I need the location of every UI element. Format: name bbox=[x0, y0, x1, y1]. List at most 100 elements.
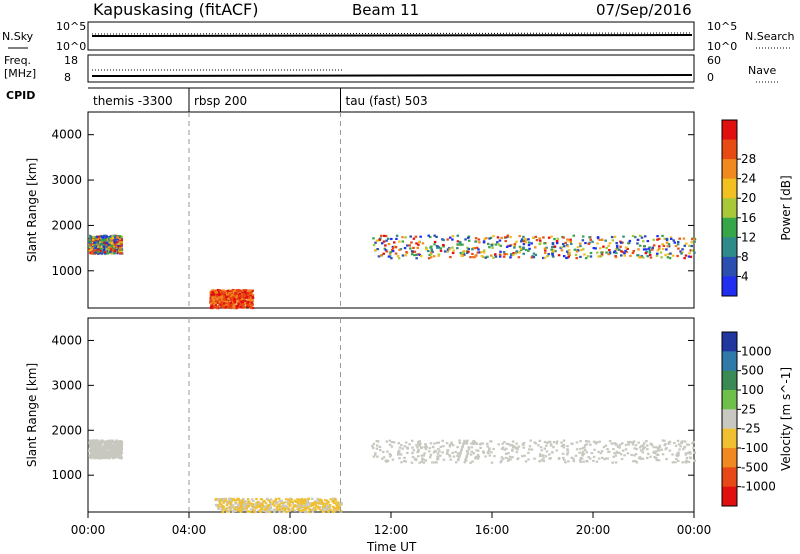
data-cell bbox=[546, 255, 549, 258]
data-cell bbox=[100, 457, 103, 460]
data-cell bbox=[634, 236, 637, 239]
data-cell bbox=[294, 500, 298, 503]
data-cell bbox=[372, 442, 376, 446]
data-cell bbox=[538, 460, 541, 463]
data-cell bbox=[690, 241, 693, 244]
data-cell bbox=[532, 252, 536, 255]
data-cell bbox=[412, 246, 415, 250]
data-cell bbox=[623, 454, 626, 457]
data-cell bbox=[107, 246, 110, 249]
data-cell bbox=[646, 255, 649, 258]
data-cell bbox=[387, 242, 391, 246]
data-cell bbox=[116, 242, 120, 245]
data-cell bbox=[102, 241, 106, 244]
data-cell bbox=[105, 241, 109, 244]
data-cell bbox=[308, 507, 312, 511]
data-cell bbox=[693, 240, 696, 243]
data-cell bbox=[404, 441, 408, 444]
data-cell bbox=[379, 237, 382, 240]
data-cell bbox=[300, 505, 303, 508]
data-cell bbox=[669, 236, 673, 239]
data-cell bbox=[570, 456, 574, 459]
data-cell bbox=[528, 247, 531, 250]
noise-right-label: N.Search bbox=[745, 30, 795, 43]
freq-left-tick-top: 18 bbox=[64, 54, 78, 67]
data-cell bbox=[450, 442, 453, 446]
data-cell bbox=[574, 454, 578, 457]
data-cell bbox=[113, 241, 116, 245]
data-cell bbox=[580, 248, 583, 252]
data-cell bbox=[110, 250, 114, 253]
data-cell bbox=[514, 446, 517, 449]
data-cell bbox=[284, 504, 287, 507]
data-cell bbox=[667, 252, 670, 256]
data-cell bbox=[523, 237, 527, 240]
colorbar-swatch bbox=[722, 198, 737, 219]
data-cell bbox=[419, 254, 423, 258]
cpid-segment-label: tau (fast) 503 bbox=[346, 94, 428, 108]
data-cell bbox=[594, 247, 597, 250]
data-cell bbox=[376, 248, 379, 251]
data-cell bbox=[320, 508, 324, 512]
data-cell bbox=[110, 244, 114, 248]
data-cell bbox=[685, 456, 689, 459]
data-cell bbox=[656, 252, 659, 255]
data-cell bbox=[247, 304, 251, 307]
data-cell bbox=[112, 441, 115, 444]
data-cell bbox=[528, 445, 532, 448]
data-cell bbox=[417, 455, 420, 458]
data-cell bbox=[494, 255, 498, 258]
data-cell bbox=[287, 502, 290, 505]
data-cell bbox=[117, 446, 120, 449]
data-cell bbox=[664, 442, 667, 446]
data-cell bbox=[520, 238, 524, 241]
data-cell bbox=[582, 452, 585, 456]
data-cell bbox=[417, 449, 420, 453]
data-cell bbox=[488, 237, 491, 240]
data-cell bbox=[467, 247, 471, 251]
data-cell bbox=[297, 509, 301, 512]
data-cell bbox=[403, 445, 407, 448]
data-cell bbox=[517, 445, 521, 448]
data-cell bbox=[105, 250, 109, 253]
data-cell bbox=[236, 296, 240, 299]
data-cell bbox=[88, 237, 92, 240]
data-cell bbox=[597, 450, 600, 453]
data-cell bbox=[249, 508, 253, 511]
data-cell bbox=[120, 252, 124, 255]
data-cell bbox=[581, 452, 584, 455]
data-cell bbox=[583, 448, 587, 452]
data-cell bbox=[228, 293, 232, 296]
data-cell bbox=[572, 457, 575, 460]
data-cell bbox=[422, 458, 425, 461]
data-cell bbox=[96, 240, 99, 243]
data-cell bbox=[519, 247, 523, 250]
data-cell bbox=[296, 504, 300, 508]
data-cell bbox=[249, 289, 252, 292]
data-cell bbox=[299, 510, 302, 513]
data-cell bbox=[659, 251, 663, 254]
data-cell bbox=[598, 440, 601, 443]
data-cell bbox=[119, 249, 123, 253]
data-cell bbox=[291, 506, 295, 509]
data-cell bbox=[118, 455, 121, 459]
data-cell bbox=[466, 236, 470, 239]
data-cell bbox=[232, 289, 236, 293]
data-cell bbox=[501, 446, 505, 449]
data-cell bbox=[388, 252, 392, 255]
data-cell bbox=[120, 243, 123, 246]
freq-label-1: Freq. bbox=[4, 54, 31, 67]
data-cell bbox=[241, 500, 244, 504]
data-cell bbox=[96, 252, 100, 255]
colorbar-swatch bbox=[722, 486, 737, 507]
data-cell bbox=[109, 244, 112, 247]
data-cell bbox=[114, 448, 118, 451]
data-cell bbox=[543, 242, 546, 245]
data-cell bbox=[223, 499, 227, 503]
data-cell bbox=[281, 510, 285, 513]
data-cell bbox=[325, 499, 329, 502]
data-cell bbox=[561, 242, 565, 246]
colorbar-swatch bbox=[722, 256, 737, 277]
data-cell bbox=[100, 235, 104, 238]
data-cell bbox=[305, 504, 308, 507]
